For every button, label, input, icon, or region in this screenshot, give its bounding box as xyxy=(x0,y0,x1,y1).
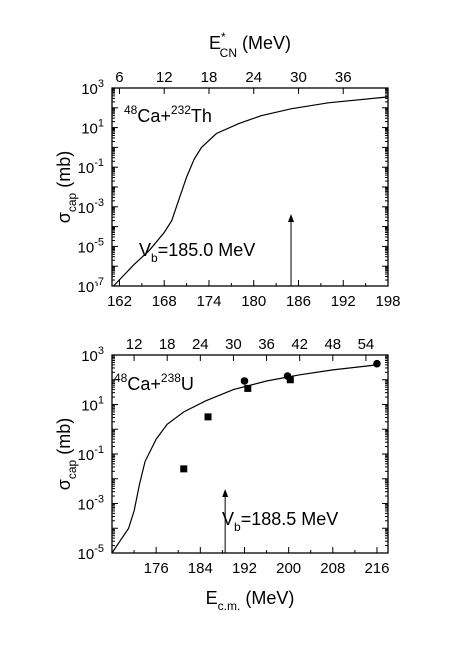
data-point-square xyxy=(244,384,252,392)
top-tick-label: 12 xyxy=(126,336,143,353)
x-tick-label: 192 xyxy=(331,293,356,310)
x-tick-label: 200 xyxy=(276,560,301,577)
top-axis-label: E* CN (MeV) xyxy=(209,30,291,60)
y-axis-label-1: σcap (mb) xyxy=(54,151,79,223)
x-tick-label: 208 xyxy=(320,560,345,577)
y-tick-label: 101 xyxy=(81,395,104,415)
y-tick-label: 10-3 xyxy=(78,197,104,217)
y-tick-label: 103 xyxy=(81,78,104,98)
calculated-curve xyxy=(113,96,389,287)
x-tick-label: 168 xyxy=(152,293,177,310)
data-point-square xyxy=(286,376,294,384)
top-tick-label: 42 xyxy=(291,336,308,353)
y-tick-label: 10-1 xyxy=(78,157,104,177)
y-tick-label: 10-5 xyxy=(78,236,104,256)
y-tick-label: 10-1 xyxy=(78,444,104,464)
y-tick-label: 10-3 xyxy=(78,494,104,514)
barrier-label-2: Vb=188.5 MeV xyxy=(222,509,338,534)
x-tick-label: 198 xyxy=(375,293,400,310)
data-point-circle xyxy=(240,377,249,385)
top-tick-label: 12 xyxy=(156,69,173,86)
top-tick-label: 36 xyxy=(335,69,352,86)
x-tick-label: 162 xyxy=(107,293,132,310)
y-tick-label: 103 xyxy=(81,345,104,365)
y-tick-label: 101 xyxy=(81,118,104,138)
top-tick-label: 36 xyxy=(258,336,275,353)
reaction-label-1: 48Ca+232Th xyxy=(124,103,212,126)
x-tick-label: 184 xyxy=(188,560,213,577)
panel-2: 176 184 192 200 208 216 103 101 10-1 10-3 10-5 12… xyxy=(54,336,389,613)
x-tick-label: 216 xyxy=(364,560,389,577)
y-tick-label: 10-5 xyxy=(78,543,104,563)
top-tick-label: 6 xyxy=(115,69,123,86)
data-point-circle xyxy=(283,372,292,380)
top-tick-label: 30 xyxy=(225,336,242,353)
x-tick-label: 180 xyxy=(241,293,266,310)
top-tick-label: 18 xyxy=(159,336,176,353)
barrier-arrow-1 xyxy=(288,214,295,286)
barrier-arrow-2 xyxy=(222,489,229,553)
data-point-square xyxy=(204,413,212,421)
top-tick-label: 30 xyxy=(290,69,307,86)
barrier-label-1: Vb=185.0 MeV xyxy=(139,240,255,265)
x-tick-label: 174 xyxy=(196,293,221,310)
data-point-square xyxy=(180,465,188,473)
top-tick-label: 54 xyxy=(358,336,375,353)
y-axis-label-2: σcap (mb) xyxy=(54,418,79,490)
x-tick-label: 186 xyxy=(286,293,311,310)
x-tick-label: 192 xyxy=(232,560,257,577)
top-tick-label: 24 xyxy=(245,69,262,86)
data-point-circle xyxy=(373,359,381,368)
x-tick-label: 176 xyxy=(144,560,169,577)
reaction-label-2: 48Ca+238U xyxy=(114,371,194,394)
top-tick-label: 18 xyxy=(201,69,218,86)
x-axis-label: Ec.m. (MeV) xyxy=(206,588,295,613)
y-tick-label: 10-7 xyxy=(78,276,104,296)
panel-1: 162 168 174 180 186 192 198 10310110-110-310-5… xyxy=(54,30,401,310)
top-tick-label: 48 xyxy=(324,336,341,353)
top-tick-label: 24 xyxy=(192,336,209,353)
